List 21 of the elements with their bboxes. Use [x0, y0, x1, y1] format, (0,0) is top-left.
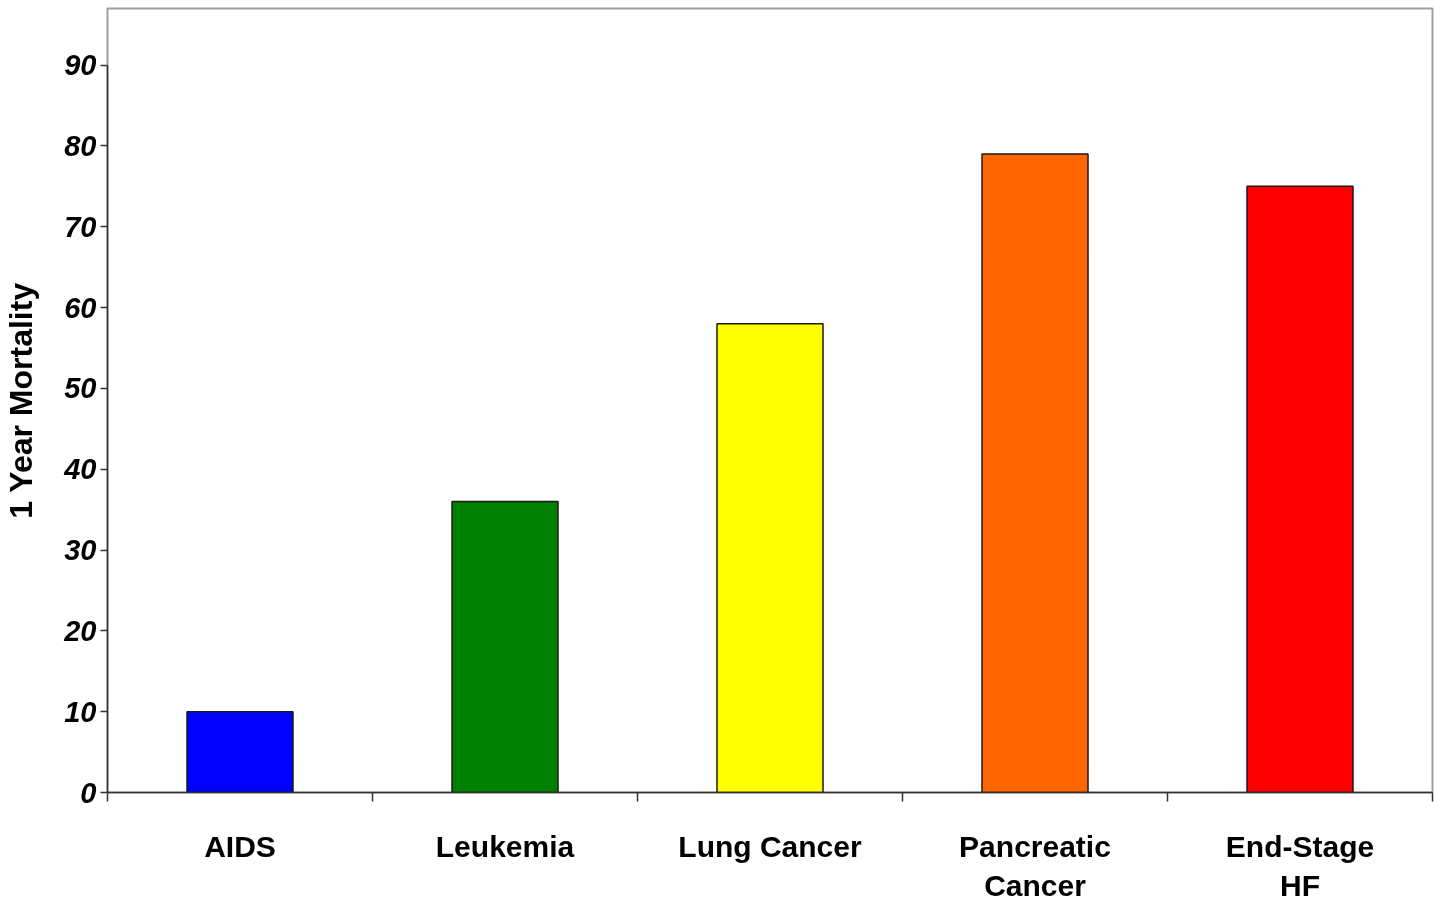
bar — [981, 153, 1089, 793]
bar — [451, 500, 559, 793]
y-tick-label: 80 — [64, 129, 97, 162]
bar — [186, 710, 294, 793]
y-tick-label: 10 — [64, 695, 97, 728]
x-tick-label: Leukemia — [435, 829, 575, 863]
y-tick-label: 50 — [64, 372, 97, 405]
y-tick-label: 60 — [64, 291, 97, 324]
y-tick-label: 20 — [63, 614, 97, 647]
x-tick-label: End-Stage HF — [1225, 829, 1375, 903]
y-tick-label: 70 — [64, 210, 97, 243]
x-tick-label: AIDS — [204, 829, 276, 863]
x-tick-label: Pancreatic Cancer — [959, 829, 1111, 903]
y-tick-label: 90 — [64, 49, 97, 82]
bar — [716, 322, 824, 793]
y-tick-label: 40 — [63, 453, 97, 486]
bar — [1246, 185, 1354, 793]
y-tick-label: 30 — [64, 534, 97, 567]
y-tick-label: 0 — [80, 776, 97, 809]
x-tick-label: Lung Cancer — [678, 829, 862, 863]
y-axis-title: 1 Year Mortality — [3, 282, 40, 519]
